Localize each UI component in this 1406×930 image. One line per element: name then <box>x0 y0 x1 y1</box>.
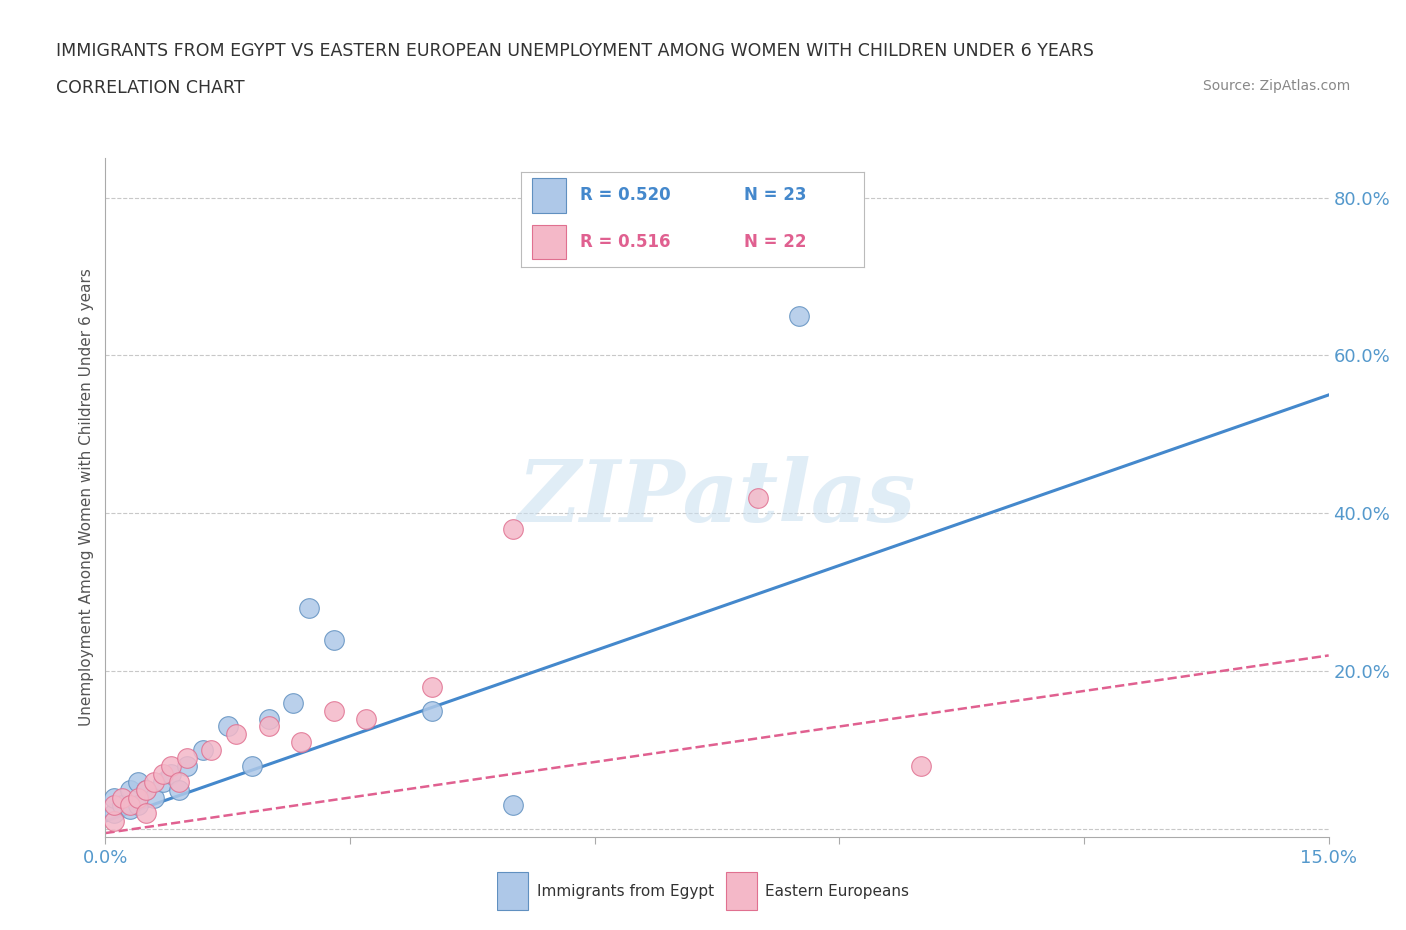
Immigrants from Egypt <box>118 782 141 797</box>
Eastern Europeans <box>103 814 125 829</box>
Eastern Europeans <box>143 775 166 790</box>
Text: ZIPatlas: ZIPatlas <box>517 456 917 539</box>
Text: IMMIGRANTS FROM EGYPT VS EASTERN EUROPEAN UNEMPLOYMENT AMONG WOMEN WITH CHILDREN: IMMIGRANTS FROM EGYPT VS EASTERN EUROPEA… <box>56 42 1094 60</box>
Immigrants from Egypt <box>167 782 190 797</box>
Eastern Europeans <box>127 790 149 805</box>
Eastern Europeans <box>322 703 344 718</box>
Eastern Europeans <box>135 782 157 797</box>
Immigrants from Egypt <box>118 802 141 817</box>
Eastern Europeans <box>747 490 769 505</box>
Eastern Europeans <box>257 719 280 734</box>
Immigrants from Egypt <box>135 782 157 797</box>
Eastern Europeans <box>111 790 134 805</box>
Immigrants from Egypt <box>143 790 166 805</box>
Immigrants from Egypt <box>193 743 215 758</box>
Eastern Europeans <box>118 798 141 813</box>
Immigrants from Egypt <box>176 759 198 774</box>
Eastern Europeans <box>356 711 378 726</box>
Immigrants from Egypt <box>159 766 181 781</box>
Immigrants from Egypt <box>257 711 280 726</box>
Eastern Europeans <box>200 743 222 758</box>
Immigrants from Egypt <box>111 798 134 813</box>
Eastern Europeans <box>420 680 443 695</box>
Eastern Europeans <box>159 759 181 774</box>
Eastern Europeans <box>225 727 247 742</box>
Immigrants from Egypt <box>322 632 344 647</box>
Text: CORRELATION CHART: CORRELATION CHART <box>56 79 245 97</box>
Immigrants from Egypt <box>217 719 239 734</box>
Eastern Europeans <box>135 806 157 821</box>
Y-axis label: Unemployment Among Women with Children Under 6 years: Unemployment Among Women with Children U… <box>79 269 94 726</box>
Eastern Europeans <box>910 759 932 774</box>
Eastern Europeans <box>290 735 312 750</box>
Eastern Europeans <box>152 766 174 781</box>
Immigrants from Egypt <box>420 703 443 718</box>
Immigrants from Egypt <box>103 806 125 821</box>
Eastern Europeans <box>167 775 190 790</box>
Immigrants from Egypt <box>127 798 149 813</box>
Immigrants from Egypt <box>281 696 304 711</box>
Immigrants from Egypt <box>502 798 524 813</box>
Immigrants from Egypt <box>127 775 149 790</box>
Immigrants from Egypt <box>152 775 174 790</box>
Eastern Europeans <box>176 751 198 765</box>
Immigrants from Egypt <box>298 601 321 616</box>
Eastern Europeans <box>502 522 524 537</box>
Eastern Europeans <box>103 798 125 813</box>
Immigrants from Egypt <box>240 759 263 774</box>
Immigrants from Egypt <box>103 790 125 805</box>
Immigrants from Egypt <box>787 309 810 324</box>
Text: Source: ZipAtlas.com: Source: ZipAtlas.com <box>1202 79 1350 93</box>
